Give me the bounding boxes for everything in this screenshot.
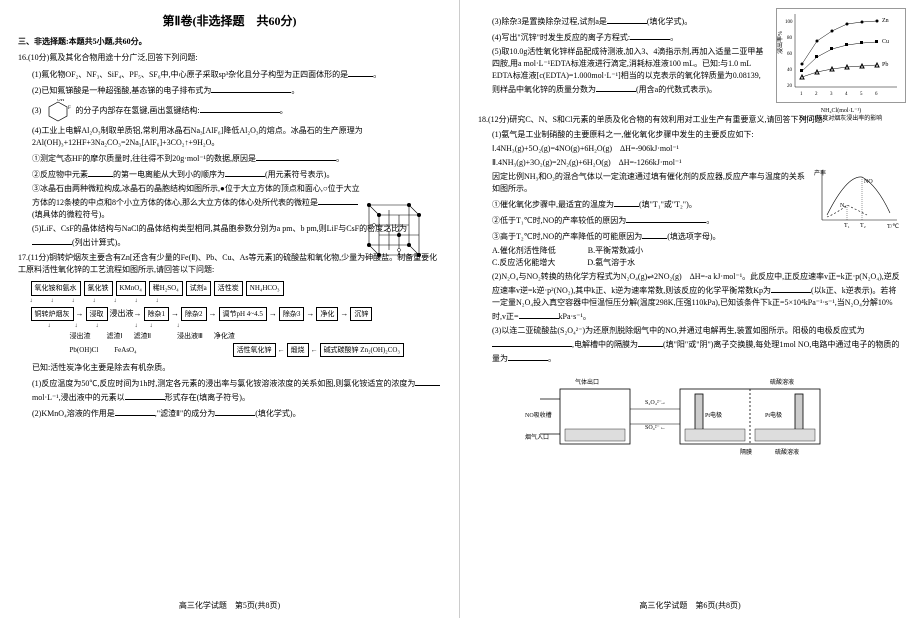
- page-footer-right: 高三化学试题 第6页(共8页): [460, 600, 920, 612]
- q18-p1e: ③高于T₂℃时,NO的产率降低的可能原因为(填选项字母)。: [478, 229, 902, 243]
- q16-p3: (3) OHF 的分子内部存在氢键,画出氢键结构:。: [18, 99, 441, 123]
- svg-text:→: →: [660, 400, 666, 406]
- q18-options: A.催化剂活性降低 B.平衡常数减小 C.反应活化能增大 D.氨气溶于水: [478, 245, 902, 269]
- svg-text:T₂: T₂: [860, 223, 866, 229]
- svg-text:浸出率%: 浸出率%: [777, 31, 784, 54]
- svg-text:NO吸收槽: NO吸收槽: [525, 411, 552, 419]
- svg-text:F: F: [68, 106, 71, 111]
- svg-text:硫酸溶液: 硫酸溶液: [775, 448, 799, 456]
- svg-text:Pb: Pb: [882, 62, 888, 68]
- svg-text:烟气入口: 烟气入口: [525, 433, 549, 441]
- q18-r1: Ⅰ.4NH₃(g)+5O₂(g)=4NO(g)+6H₂O(g) ΔH=-906k…: [478, 143, 902, 155]
- q16-p4a: ①测定气态HF的摩尔质量时,往往得不到20g·mol⁻¹的数据,原因是。: [18, 151, 441, 165]
- page-footer-left: 高三化学试题 第5页(共8页): [0, 600, 459, 612]
- svg-text:硫酸溶液: 硫酸溶液: [770, 378, 794, 386]
- svg-text:隔膜: 隔膜: [740, 448, 752, 456]
- volume-title: 第Ⅱ卷(非选择题 共60分): [18, 12, 441, 30]
- svg-text:40: 40: [787, 68, 793, 73]
- crystal-structure: [364, 195, 439, 270]
- svg-text:1: 1: [800, 92, 803, 97]
- svg-text:OH: OH: [57, 99, 65, 103]
- q16-stem: 16.(10分)氟及其化合物用途十分广泛,回答下列问题:: [18, 52, 441, 64]
- q18-p2: (2)N₂O₄与NO₂转换的热化学方程式为N₂O₄(g)⇌2NO₂(g) ΔH=…: [478, 271, 902, 323]
- svg-text:20: 20: [787, 84, 793, 89]
- svg-text:6: 6: [875, 92, 878, 97]
- molecule-diagram: OHF: [43, 99, 73, 123]
- svg-text:100: 100: [785, 20, 793, 25]
- leaching-rate-chart: ZnCuPb 浸出率% 123456 20406080100 NH₄Cl(mol…: [776, 8, 906, 103]
- svg-text:Pt电极: Pt电极: [765, 411, 782, 419]
- svg-text:2: 2: [815, 92, 818, 97]
- process-flowchart: 氧化铵和氨水 氯化铁 KMnO₄ 稀H₂SO₄ 试剂a 活性炭 NH₄HCO₃ …: [30, 280, 430, 358]
- svg-text:60: 60: [787, 52, 793, 57]
- svg-text:Zn: Zn: [882, 18, 889, 24]
- svg-text:3: 3: [830, 92, 833, 97]
- svg-text:SO₄²⁻: SO₄²⁻: [645, 425, 660, 431]
- svg-text:Cu: Cu: [882, 39, 889, 45]
- svg-text:N₂: N₂: [840, 203, 846, 209]
- svg-text:←: ←: [660, 425, 666, 431]
- q17-p1: (1)反应温度为50℃,反应时间为1h时,测定各元素的浸出率与氯化铵溶液浓度的关…: [18, 376, 441, 404]
- svg-text:产率: 产率: [814, 169, 826, 177]
- svg-text:4: 4: [845, 92, 848, 97]
- svg-text:T/℃: T/℃: [887, 224, 899, 230]
- section-header: 三、非选择题:本题共5小题,共60分。: [18, 36, 441, 48]
- q17-known: 已知:活性炭净化主要是除去有机杂质。: [18, 362, 441, 374]
- q17-p2: (2)KMnO₄溶液的作用是,"滤渣Ⅱ"的成分为(填化学式)。: [18, 406, 441, 420]
- page-left: 第Ⅱ卷(非选择题 共60分) 三、非选择题:本题共5小题,共60分。 16.(1…: [0, 0, 460, 618]
- page-right: ZnCuPb 浸出率% 123456 20406080100 NH₄Cl(mol…: [460, 0, 920, 618]
- q16-p4b: ②反应物中元素的第一电离能从大到小的顺序为(用元素符号表示)。: [18, 167, 441, 181]
- svg-text:T₁: T₁: [844, 223, 850, 229]
- svg-text:Pt电极: Pt电极: [705, 411, 722, 419]
- svg-text:80: 80: [787, 36, 793, 41]
- q16-p4: (4)工业上电解Al₂O₃制取单质铝,常利用冰晶石Na₃[AlF₆]降低Al₂O…: [18, 125, 441, 149]
- svg-text:5: 5: [860, 92, 863, 97]
- yield-temp-chart: NO N₂ 产率 T/℃ T₁ T₂: [812, 165, 902, 230]
- q16-p2: (2)已知氟锑酸是一种超强酸,基态锑的电子排布式为。: [18, 83, 441, 97]
- q18-p1: (1)氨气是工业制硝酸的主要原料之一,催化氧化步骤中发生的主要反应如下:: [478, 129, 902, 141]
- svg-text:气体出口: 气体出口: [575, 378, 599, 386]
- q18-p3: (3)以连二亚硫酸盐(S₂O₄²⁻)为还原剂脱除烟气中的NO,并通过电解再生,装…: [478, 325, 902, 365]
- electrolysis-diagram: 气体出口S₂O₄²⁻硫酸溶液 NO吸收槽Pt电极Pt电极 烟气入口SO₄²⁻隔膜…: [500, 369, 880, 459]
- svg-text:NO: NO: [864, 179, 873, 185]
- q16-p1: (1)氟化物OF₂、NF₃、SiF₄、PF₅、SF₆中,中心原子采取sp³杂化且…: [18, 67, 441, 81]
